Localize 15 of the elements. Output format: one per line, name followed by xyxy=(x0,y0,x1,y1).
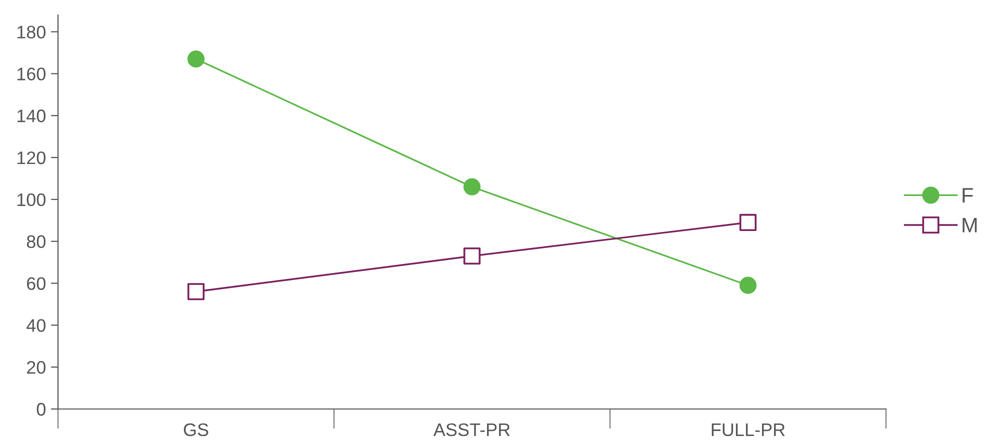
legend-label: M xyxy=(962,218,977,232)
y-tick-label: 180 xyxy=(17,26,46,38)
x-tick-label: GS xyxy=(184,423,208,436)
x-tick-label: FULL-PR xyxy=(712,424,785,436)
y-tick-label: 160 xyxy=(17,68,46,80)
y-tick-label: 60 xyxy=(27,277,46,290)
y-tick-label: 100 xyxy=(17,193,46,206)
y-tick-label: 140 xyxy=(17,110,46,122)
y-tick-label: 40 xyxy=(26,319,46,332)
y-tick-label: 80 xyxy=(26,235,46,248)
y-tick-label: 120 xyxy=(17,151,46,164)
y-tick-label: 0 xyxy=(36,402,46,416)
y-tick-label: 20 xyxy=(27,361,46,374)
x-tick-label: ASST-PR xyxy=(433,423,510,436)
legend-label: F xyxy=(962,188,973,202)
